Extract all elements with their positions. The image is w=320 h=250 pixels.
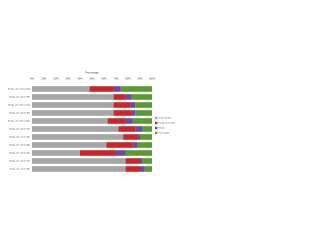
bar-segment (144, 166, 152, 172)
y-tick-label: Study_site_10 (n=73) (9, 160, 30, 163)
bar-segment (32, 134, 124, 140)
y-tick-label: Study_site_08 (n=84) (9, 144, 30, 147)
bar-segment (113, 110, 132, 116)
bar-segment (142, 126, 152, 132)
bar-segment (32, 118, 108, 124)
bar-segment (32, 102, 114, 108)
legend-swatch (155, 131, 158, 135)
bar-segment (125, 118, 133, 124)
y-tick-label: Study_site_06 (n=76) (9, 128, 30, 131)
bar-segment (32, 166, 126, 172)
bar-segment (32, 142, 107, 148)
chart: Percentage 0% 10% 20% 30% 40% 50% 60% 70% 80% 90%… (8, 71, 176, 173)
bar-segment (130, 102, 136, 108)
bar-segment (120, 86, 152, 92)
y-tick-label: Study_site_02 (n=98) (9, 96, 30, 99)
y-tick-label: Study_site_09 (n=66) (9, 152, 30, 155)
x-tick-label: 80% (125, 77, 131, 81)
bar-segment (32, 150, 80, 156)
x-tick-label: 40% (77, 77, 83, 81)
bar-segment (131, 94, 152, 100)
x-tick-label: 50% (89, 77, 95, 81)
bar-segment (132, 118, 152, 124)
y-tick-label: Study_site_04 (n=87) (9, 112, 30, 115)
legend-swatch (155, 121, 158, 125)
bar-segment (137, 134, 140, 140)
bar-segment (135, 110, 152, 116)
legend-label: Favourable (159, 132, 171, 135)
y-tick-label: Study_site_03 (n=110) (8, 104, 30, 107)
bar-segment (140, 166, 145, 172)
bar-segment (142, 158, 152, 164)
bar-segment (135, 126, 143, 132)
x-tick-label: 20% (53, 77, 59, 81)
bar-segment (123, 134, 138, 140)
legend-swatch (155, 126, 158, 130)
bar-segment (116, 150, 126, 156)
bar-segment (140, 134, 152, 140)
bar-segment (32, 158, 126, 164)
x-tick-label: 100% (149, 77, 156, 81)
bar-segment (32, 94, 114, 100)
bar-segment (137, 142, 152, 148)
bar-segment (89, 86, 114, 92)
bar-segment (32, 86, 90, 92)
bar-segment (106, 142, 133, 148)
bar-segment (132, 142, 138, 148)
bar-segment (125, 150, 152, 156)
y-tick-label: Study_site_11 (n=95) (9, 168, 30, 171)
bar-segment (113, 94, 126, 100)
legend-label: Partly favourable (159, 122, 176, 125)
bar-segment (125, 158, 140, 164)
bar-segment (125, 94, 132, 100)
bar-segment (80, 150, 116, 156)
bar-segment (131, 110, 136, 116)
y-tick-label: Study_site_01 (n=120) (8, 88, 30, 91)
axis-title: Percentage (85, 71, 99, 75)
x-tick-label: 60% (101, 77, 107, 81)
bar-segment (118, 126, 136, 132)
legend-label: Unfavourable (159, 117, 173, 120)
bar-segment (125, 166, 140, 172)
y-tick-label: Study_site_05 (n=102) (8, 120, 30, 123)
x-tick-label: 10% (41, 77, 47, 81)
bar-segment (135, 102, 152, 108)
bar-segment (113, 102, 131, 108)
x-tick-label: 70% (113, 77, 119, 81)
bar-segment (113, 86, 121, 92)
bar-segment (140, 158, 143, 164)
x-tick-label: 30% (65, 77, 71, 81)
bar-segment (32, 126, 119, 132)
y-tick-label: Study_site_07 (n=91) (9, 136, 30, 139)
legend-swatch (155, 116, 158, 120)
legend-label: Mixed (159, 128, 166, 130)
bar-segment (107, 118, 126, 124)
bar-segment (32, 110, 114, 116)
x-tick-label: 0% (30, 77, 34, 81)
x-tick-label: 90% (137, 77, 143, 81)
